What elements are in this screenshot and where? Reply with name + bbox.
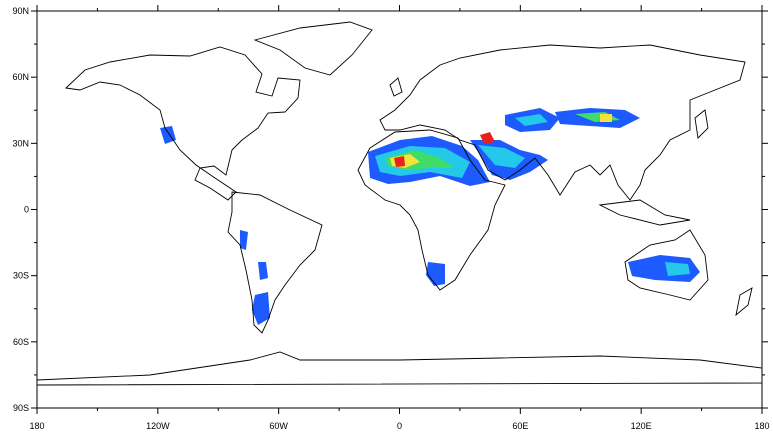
x-tick-label: 180 [754, 421, 769, 431]
x-tick-label: 60W [269, 421, 288, 431]
axes: 180 120W 60W 0 60E 120E 180 90N 60N 30N 0 30S 60S 90S [12, 5, 770, 431]
y-tick-label: 30N [12, 138, 29, 148]
x-tick-label: 0 [397, 421, 402, 431]
x-tick-label: 60E [512, 421, 528, 431]
y-tick-label: 30S [13, 271, 29, 281]
x-tick-label: 120W [146, 421, 170, 431]
dust-field [160, 108, 700, 325]
y-tick-label: 90S [13, 403, 29, 413]
y-tick-label: 60N [12, 72, 29, 82]
x-tick-label: 120E [631, 421, 652, 431]
coastlines [36, 21, 763, 386]
y-tick-label: 0 [24, 205, 29, 215]
map-frame [36, 10, 763, 409]
y-tick-label: 60S [13, 337, 29, 347]
y-tick-label: 90N [12, 6, 29, 16]
x-tick-label: 180 [29, 421, 44, 431]
